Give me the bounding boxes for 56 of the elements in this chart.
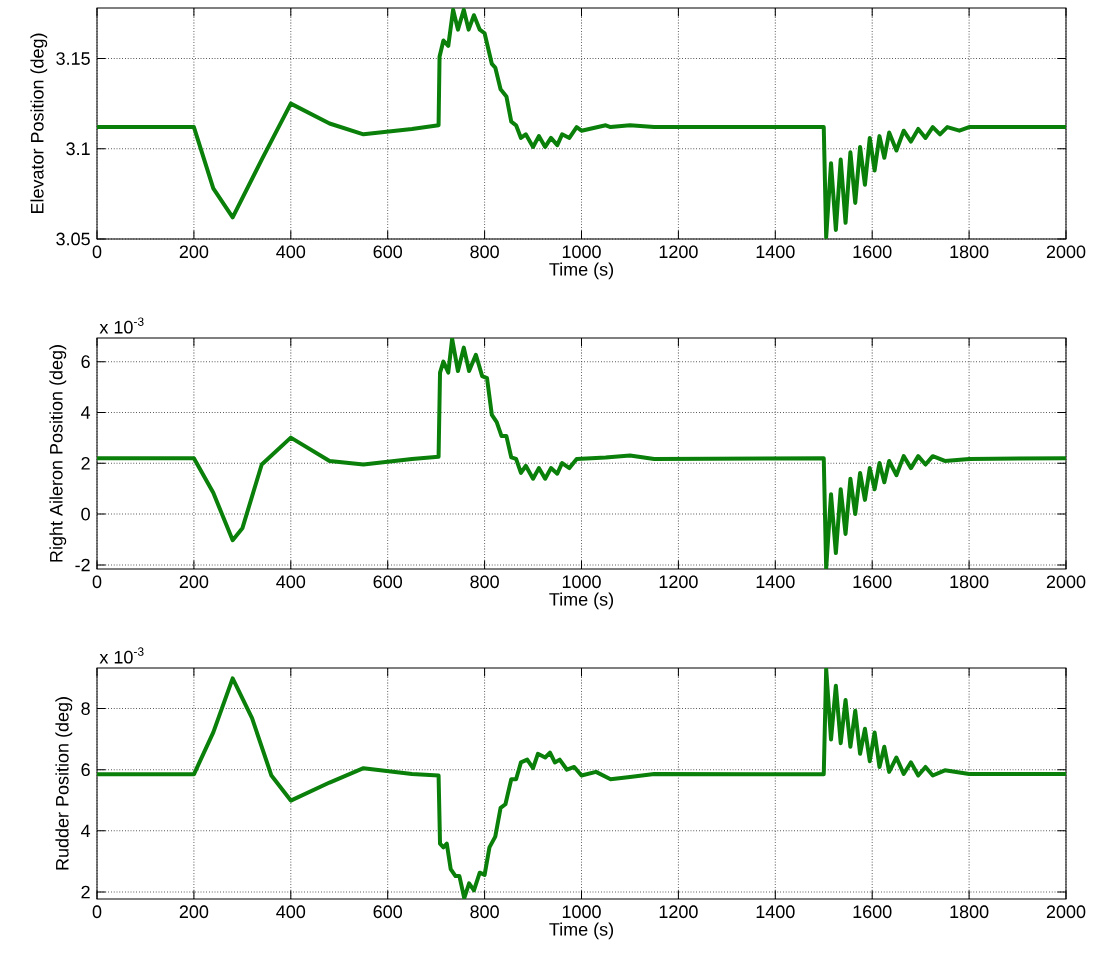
x-tick-label: 1400 — [756, 575, 795, 589]
y-tick-label: 4 — [81, 824, 91, 838]
x-axis-title: Time (s) — [549, 592, 614, 610]
x-tick-label: 600 — [373, 245, 403, 259]
text: x 10$^{-3}$ — [99, 647, 144, 664]
x-tick-label: 2000 — [1046, 905, 1086, 919]
y-tick-label: 6 — [81, 355, 90, 369]
x-tick-label: 400 — [276, 245, 306, 259]
x-tick-label: 0 — [92, 575, 102, 589]
x-tick-label: 1000 — [562, 575, 601, 589]
line-series — [97, 337, 1066, 569]
x-tick-label: 1800 — [950, 245, 989, 259]
x-tick-label: 800 — [470, 905, 499, 919]
x-tick-label: 1400 — [756, 245, 795, 259]
x-tick-label: 2000 — [1046, 575, 1086, 589]
x-tick-label: 1200 — [659, 245, 698, 259]
y-axis-title: Rudder Position (deg) — [55, 697, 73, 870]
x-tick-label: 200 — [179, 245, 209, 259]
x-tick-label: 400 — [276, 905, 306, 919]
y-tick-label: 8 — [81, 702, 90, 715]
line-series — [97, 667, 1066, 899]
x-tick-label: 1600 — [853, 245, 892, 259]
y-tick-label: 6 — [81, 763, 90, 777]
x-tick-label: 200 — [179, 575, 209, 589]
x-axis-title: Time (s) — [549, 922, 614, 940]
y-tick-label: 2 — [81, 885, 90, 899]
text: x 10$^{-3}$ — [99, 317, 144, 334]
x-tick-label: 2000 — [1046, 245, 1086, 259]
y-tick-label: 3.15 — [56, 52, 90, 65]
x-tick-label: 1000 — [562, 245, 601, 259]
x-tick-label: 1200 — [659, 905, 698, 919]
x-tick-label: 800 — [470, 245, 499, 259]
y-tick-label: 0 — [81, 507, 90, 521]
y-tick-label: 3.1 — [66, 142, 90, 156]
x-tick-label: 1800 — [950, 575, 989, 589]
x-tick-label: 200 — [179, 905, 209, 919]
x-tick-label: 800 — [470, 575, 499, 589]
x-tick-label: 1200 — [659, 575, 698, 589]
x-tick-label: 0 — [92, 905, 102, 919]
x-tick-label: 600 — [373, 575, 403, 589]
y-tick-label: 3.05 — [56, 232, 90, 246]
x-axis-title: Time (s) — [549, 262, 614, 280]
x-tick-label: 0 — [92, 245, 102, 259]
y-axis-title: Elevator Position (deg) — [30, 33, 48, 214]
y-tick-label: 2 — [81, 456, 90, 470]
y-tick-label: 4 — [81, 406, 91, 419]
x-tick-label: 400 — [276, 575, 306, 589]
x-tick-label: 1800 — [950, 905, 989, 919]
line-series — [97, 7, 1066, 239]
x-tick-label: 1600 — [853, 575, 892, 589]
y-tick-label: -2 — [75, 558, 90, 572]
x-tick-label: 1400 — [756, 905, 795, 919]
x-tick-label: 600 — [373, 905, 403, 919]
x-tick-label: 1600 — [853, 905, 892, 919]
y-axis-title: Right Aileron Position (deg) — [49, 345, 67, 562]
x-tick-label: 1000 — [562, 905, 601, 919]
